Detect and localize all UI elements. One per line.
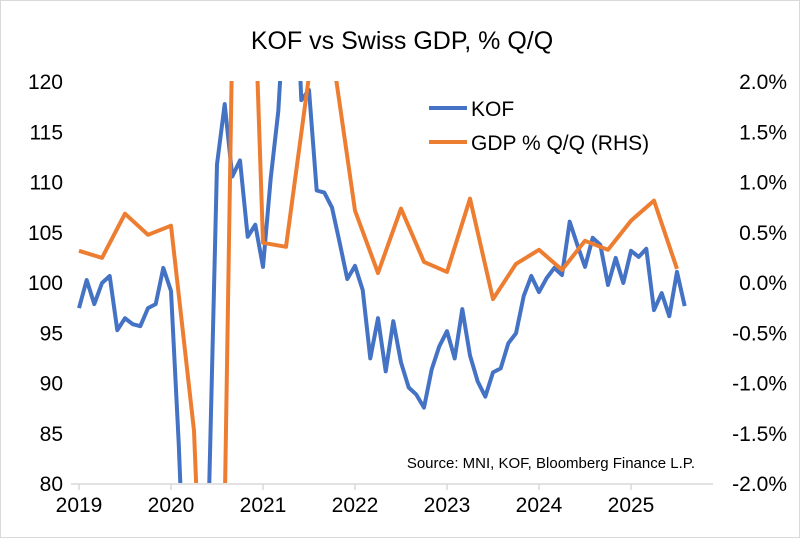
legend-item-kof: KOF	[429, 98, 514, 121]
left-tick-label: 85	[40, 423, 63, 446]
right-tick-label: 1.0%	[739, 172, 787, 195]
left-tick-label: 105	[28, 222, 63, 245]
legend-label: KOF	[471, 98, 514, 121]
right-tick-label: 1.5%	[739, 121, 787, 144]
right-tick-label: 2.0%	[739, 71, 787, 94]
x-tick-label: 2023	[424, 494, 471, 517]
right-axis-ticks: -2.0% -1.5% -1.0% -0.5% 0.0% 0.5% 1.0% 1.5% 2.0%	[732, 71, 787, 496]
x-tick-label: 2022	[332, 494, 379, 517]
legend-label: GDP % Q/Q (RHS)	[471, 132, 649, 155]
left-tick-label: 115	[30, 121, 63, 144]
left-tick-label: 95	[40, 322, 63, 345]
left-axis-ticks: 80 85 90 95 100 105 110 115 120	[28, 71, 63, 496]
x-tick-label: 2019	[56, 494, 103, 517]
chart-title: KOF vs Swiss GDP, % Q/Q	[251, 27, 553, 55]
right-tick-label: -1.5%	[732, 423, 787, 446]
left-tick-label: 90	[40, 373, 63, 396]
plot-area	[77, 81, 687, 483]
legend-item-gdp: GDP % Q/Q (RHS)	[429, 132, 649, 155]
right-tick-label: 0.0%	[739, 272, 787, 295]
right-tick-label: 0.5%	[739, 222, 787, 245]
x-tick-label: 2020	[148, 494, 195, 517]
right-tick-label: -0.5%	[732, 322, 787, 345]
legend: KOF GDP % Q/Q (RHS)	[429, 98, 649, 155]
x-axis: 2019 2020 2021 2022 2023 2024 2025	[56, 483, 713, 517]
left-tick-label: 120	[28, 71, 63, 94]
right-tick-label: -2.0%	[732, 473, 787, 496]
source-note: Source: MNI, KOF, Bloomberg Finance L.P.	[407, 455, 695, 472]
x-tick-label: 2025	[608, 494, 655, 517]
left-tick-label: 100	[28, 272, 63, 295]
left-tick-label: 80	[40, 473, 63, 496]
x-tick-label: 2024	[516, 494, 563, 517]
left-tick-label: 110	[30, 172, 63, 195]
x-tick-label: 2021	[240, 494, 287, 517]
right-tick-label: -1.0%	[732, 373, 787, 396]
